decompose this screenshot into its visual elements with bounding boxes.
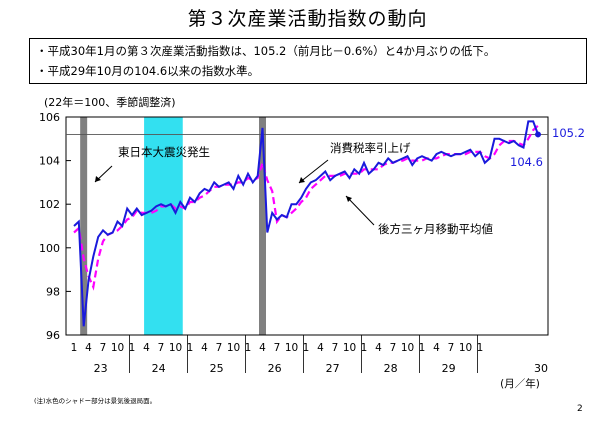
x-tick-label: 10: [401, 342, 414, 354]
x-tick-label: 10: [227, 342, 240, 354]
y-tick-label: 100: [39, 242, 60, 255]
x-tick-label: 7: [274, 342, 281, 354]
year-label: 28: [384, 362, 398, 375]
x-tick-label: 7: [332, 342, 339, 354]
x-tick-label: 10: [111, 342, 124, 354]
x-tick-label: 4: [143, 342, 150, 354]
arrow-moving-avg-head: [346, 196, 352, 202]
unit-label: (22年＝100、季節調整済): [44, 96, 176, 109]
x-tick-label: 1: [303, 342, 310, 354]
annotation-latest: 105.2: [552, 126, 585, 140]
x-tick-label: 10: [459, 342, 472, 354]
x-tick-label: 7: [158, 342, 165, 354]
recession-shading: [144, 117, 183, 335]
x-tick-label: 1: [71, 342, 78, 354]
latest-point: [535, 131, 541, 138]
summary-line-2: ・平成29年10月の104.6以来の指数水準。: [36, 64, 260, 78]
x-tick-label: 1: [477, 342, 484, 354]
year-label: 25: [210, 362, 224, 375]
arrow-tax: [298, 159, 329, 184]
x-tick-label: 1: [245, 342, 252, 354]
annotation-tax: 消費税率引上げ: [330, 141, 411, 155]
summary-box: ・平成30年1月の第３次産業活動指数は、105.2（前月比－0.6%）と4か月ぶ…: [29, 38, 587, 84]
page-title: 第３次産業活動指数の動向: [187, 8, 428, 30]
page-number: 2: [577, 404, 583, 414]
year-label: 24: [152, 362, 166, 375]
arrow-moving-avg: [345, 195, 375, 226]
summary-line-1: ・平成30年1月の第３次産業活動指数は、105.2（前月比－0.6%）と4か月ぶ…: [36, 44, 496, 58]
arrow-earthquake-head: [95, 176, 101, 182]
annotation-prev: 104.6: [510, 155, 543, 169]
y-tick-label: 96: [46, 329, 60, 342]
x-tick-label: 1: [129, 342, 136, 354]
arrow-tax-head: [299, 177, 305, 183]
x-tick-label: 7: [390, 342, 397, 354]
period-label: (月／年): [500, 377, 540, 390]
x-tick-label: 4: [85, 342, 92, 354]
x-tick-label: 4: [201, 342, 208, 354]
y-tick-label: 102: [39, 198, 60, 211]
x-tick-label: 1: [187, 342, 194, 354]
x-tick-label: 10: [343, 342, 356, 354]
plot-frame: [65, 116, 549, 336]
y-tick-label: 104: [39, 155, 60, 168]
year-label: 27: [326, 362, 340, 375]
x-tick-label: 10: [169, 342, 182, 354]
x-tick-label: 4: [259, 342, 266, 354]
x-tick-label: 4: [375, 342, 382, 354]
annotation-moving-avg: 後方三ヶ月移動平均値: [378, 222, 493, 236]
x-tick-label: 7: [100, 342, 107, 354]
year-label: 30: [534, 362, 548, 375]
event-bar-1: [259, 117, 266, 335]
index-line: [73, 120, 539, 327]
year-label: 29: [442, 362, 456, 375]
annotation-earthquake: 東日本大震災発生: [118, 145, 210, 159]
x-tick-label: 7: [448, 342, 455, 354]
x-tick-label: 4: [433, 342, 440, 354]
y-tick-label: 106: [39, 111, 60, 124]
x-tick-label: 7: [216, 342, 223, 354]
event-bar-0: [80, 117, 88, 335]
footnote: (注)水色のシャドー部分は景気後退局面。: [34, 397, 157, 405]
y-tick-label: 98: [46, 285, 60, 298]
x-tick-label: 10: [285, 342, 298, 354]
x-tick-label: 1: [361, 342, 368, 354]
x-tick-label: 1: [419, 342, 426, 354]
year-label: 23: [94, 362, 108, 375]
x-tick-label: 4: [317, 342, 324, 354]
year-label: 26: [268, 362, 282, 375]
